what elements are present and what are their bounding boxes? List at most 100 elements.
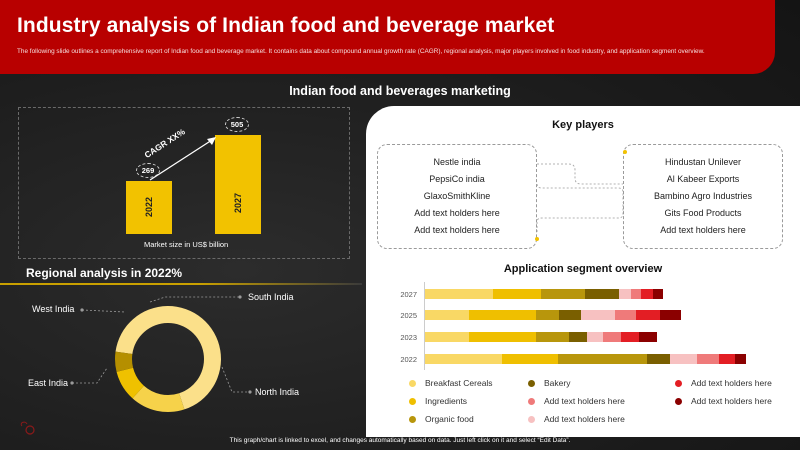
market-size-panel [18, 107, 350, 259]
legend-swatch [675, 398, 682, 405]
legend-item: Ingredients [409, 396, 467, 406]
key-players-left-box [377, 144, 537, 249]
key-players-title: Key players [552, 119, 614, 131]
legend-item: Add text holders here [528, 396, 625, 406]
player-item: Hindustan Unilever [664, 157, 742, 167]
donut-slice-south [115, 351, 134, 372]
legend-swatch [528, 380, 535, 387]
player-item: Add text holders here [660, 225, 746, 235]
donut-slice-west [116, 367, 144, 399]
segment-year-label: 2023 [400, 333, 417, 342]
market-value-bubble: 505 [225, 117, 249, 132]
segment-bar-part [636, 310, 660, 320]
segment-bar-part [493, 289, 541, 299]
regional-underline [0, 283, 362, 285]
market-value-bubble: 269 [136, 163, 160, 178]
segment-bar-part [660, 310, 681, 320]
segment-bar-2025 [425, 310, 681, 320]
legend-item: Add text holders here [675, 396, 772, 406]
segment-bar-2023 [425, 332, 657, 342]
segment-bar-part [631, 289, 641, 299]
segment-axis [424, 282, 425, 370]
market-bar-year: 2022 [144, 196, 154, 217]
chef-logo-icon [20, 421, 35, 435]
legend-item: Add text holders here [675, 378, 772, 388]
segment-bar-part [469, 310, 536, 320]
key-players-right-box [623, 144, 783, 249]
legend-swatch [675, 380, 682, 387]
segment-bar-part [621, 332, 639, 342]
regional-title: Regional analysis in 2022% [26, 266, 183, 280]
legend-swatch [528, 398, 535, 405]
legend-swatch [528, 416, 535, 423]
segment-bar-part [670, 354, 697, 364]
legend-swatch [409, 380, 416, 387]
footer-note: This graph/chart is linked to excel, and… [229, 437, 571, 444]
connector-dot [535, 237, 539, 241]
player-item: Gits Food Products [664, 208, 742, 218]
segment-bar-part [469, 332, 536, 342]
key-players-right-list: Hindustan Unilever Al Kabeer Exports Bam… [623, 154, 783, 239]
player-item: Al Kabeer Exports [666, 174, 740, 184]
market-bar-2027 [215, 135, 261, 234]
segment-bar-2027 [425, 289, 663, 299]
label-west-india: West India [32, 304, 75, 314]
segment-bar-part [425, 289, 493, 299]
segment-bar-part [581, 310, 615, 320]
regional-donut [115, 306, 221, 412]
label-north-india: North India [255, 387, 300, 397]
segment-bar-part [587, 332, 603, 342]
market-caption: Market size in US$ billion [144, 240, 229, 249]
segment-bar-part [536, 332, 569, 342]
player-item: Add text holders here [414, 208, 500, 218]
segment-year-label: 2027 [400, 290, 417, 299]
segment-bar-part [647, 354, 670, 364]
segment-bar-part [558, 354, 647, 364]
segment-bar-part [541, 289, 585, 299]
donut-slice-east [132, 385, 185, 412]
donut-leader-lines [70, 295, 252, 394]
page-title: Industry analysis of Indian food and bev… [17, 14, 555, 37]
section-title: Indian food and beverages marketing [289, 84, 511, 98]
segment-bar-2022 [425, 354, 746, 364]
segment-bar-part [585, 289, 619, 299]
label-east-india: East India [28, 378, 69, 388]
segment-bar-part [615, 310, 636, 320]
legend-item: Bakery [528, 378, 570, 388]
segment-bar-part [536, 310, 559, 320]
segment-bar-part [425, 332, 469, 342]
segment-year-label: 2022 [400, 355, 417, 364]
legend-swatch [409, 398, 416, 405]
segment-bar-part [569, 332, 587, 342]
donut-slice-north [115, 306, 221, 410]
segment-bar-part [603, 332, 621, 342]
connector-dot [623, 150, 627, 154]
market-bar-year: 2027 [233, 192, 243, 214]
legend-item: Add text holders here [528, 414, 625, 424]
player-item: GlaxoSmithKline [423, 191, 491, 201]
label-south-india: South India [248, 292, 294, 302]
legend-swatch [409, 416, 416, 423]
segment-bar-part [735, 354, 746, 364]
segment-title: Application segment overview [503, 263, 663, 275]
segment-bar-part [719, 354, 735, 364]
page-subtitle: The following slide outlines a comprehen… [17, 48, 705, 55]
key-players-panel: Key players Nestle india PepsiCo india G… [366, 106, 800, 437]
players-connector-lines [536, 163, 624, 232]
key-players-left-list: Nestle india PepsiCo india GlaxoSmithKli… [377, 154, 537, 239]
segment-bar-part [697, 354, 719, 364]
header-banner: Industry analysis of Indian food and bev… [0, 0, 775, 74]
segment-bar-part [619, 289, 631, 299]
player-item: Nestle india [433, 157, 481, 167]
legend-item: Breakfast Cereals [409, 378, 493, 388]
segment-bar-part [653, 289, 663, 299]
cagr-arrow-icon [149, 137, 216, 181]
market-bar-2022 [126, 181, 172, 234]
segment-bar-part [502, 354, 558, 364]
segment-bar-part [425, 354, 502, 364]
player-item: PepsiCo india [429, 174, 485, 184]
player-item: Add text holders here [414, 225, 500, 235]
segment-bar-part [639, 332, 657, 342]
segment-bar-part [641, 289, 653, 299]
segment-year-label: 2025 [400, 311, 417, 320]
